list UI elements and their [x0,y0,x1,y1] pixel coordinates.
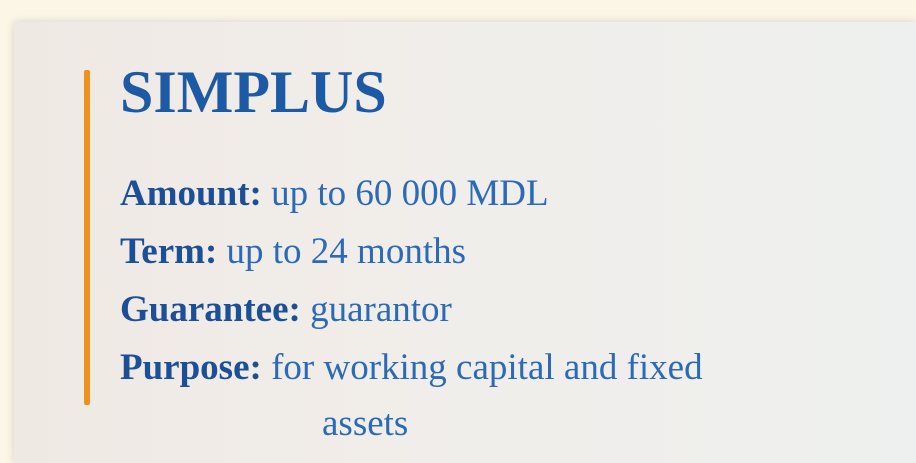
item-label: Guarantee: [120,289,301,330]
item-text: for working capital and fixed [271,347,703,388]
item-label: Purpose: [120,347,262,388]
item-text: up to 24 months [226,231,467,272]
title: SIMPLUS [120,59,387,125]
item: Amount: up to 60 000 MDL [120,172,549,215]
item: Purpose: for working capital and fixed [120,346,703,389]
item: Guarantee: guarantor [120,288,452,331]
accent-bar [84,70,90,405]
item-label: Term: [120,231,218,272]
card [14,22,916,463]
item-continuation: assets [322,403,409,444]
item-text: guarantor [310,289,452,330]
item: Term: up to 24 months [120,230,466,273]
item-text: up to 60 000 MDL [271,173,549,214]
item-label: Amount: [120,173,262,214]
